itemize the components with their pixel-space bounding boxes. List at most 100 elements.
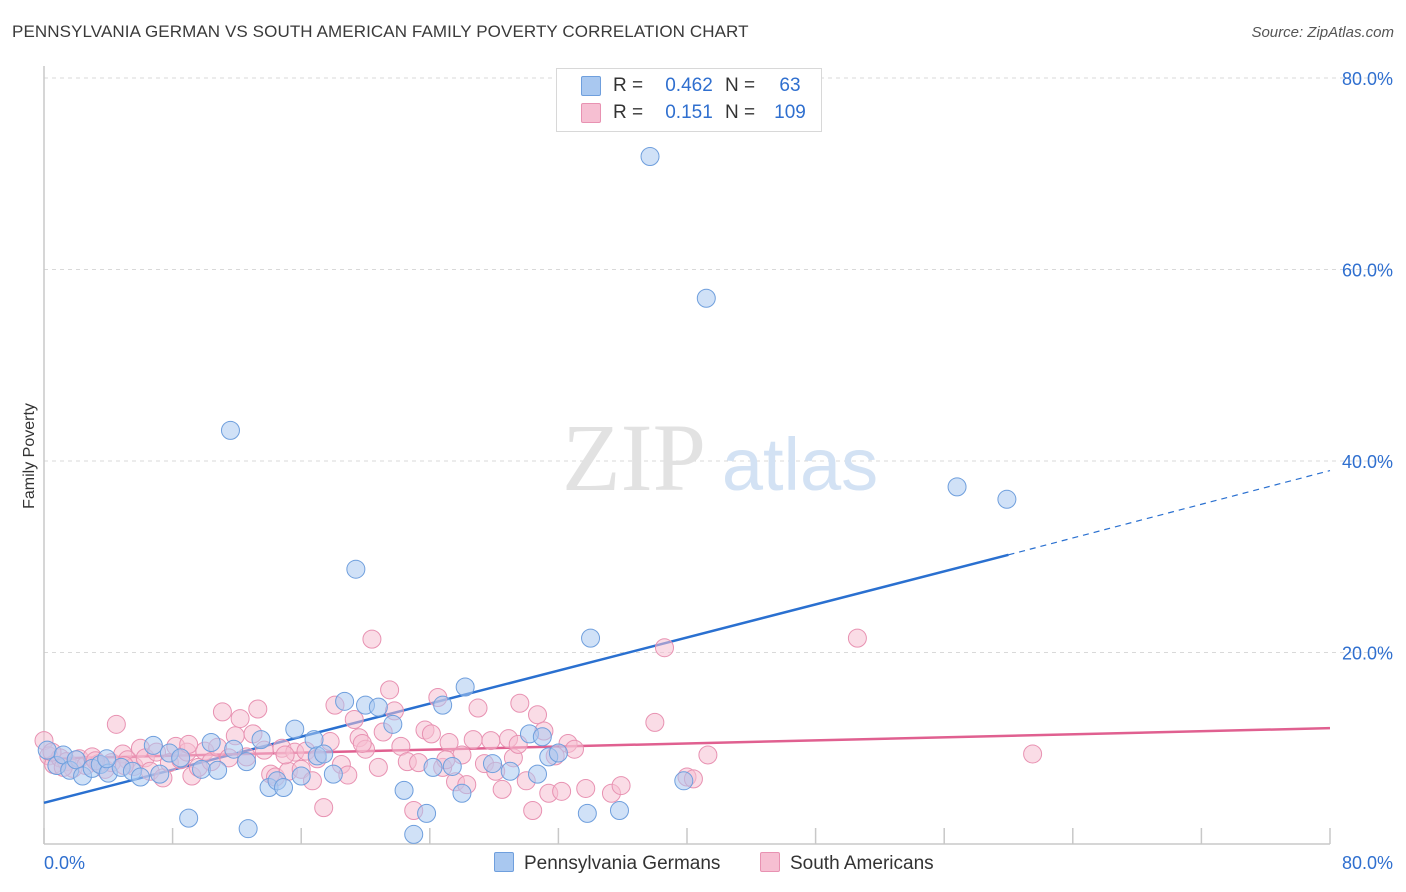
legend-n-value: 109 bbox=[774, 102, 806, 123]
y-tick-label: 60.0% bbox=[1342, 261, 1393, 281]
data-point bbox=[645, 712, 665, 732]
data-point bbox=[532, 727, 552, 747]
legend-r-value: 0.151 bbox=[665, 102, 713, 123]
data-point bbox=[847, 628, 867, 648]
legend-r-label: R = bbox=[613, 102, 644, 123]
data-point bbox=[171, 748, 191, 768]
legend-swatch-pink bbox=[581, 103, 601, 123]
data-point bbox=[1023, 744, 1043, 764]
data-point bbox=[528, 705, 548, 725]
series-swatch-pink bbox=[760, 852, 780, 872]
data-point bbox=[238, 819, 258, 839]
y-tick-label: 40.0% bbox=[1342, 452, 1393, 472]
data-point bbox=[179, 808, 199, 828]
tick-labels: 20.0% 40.0% 60.0% 80.0% 0.0% 80.0% bbox=[44, 69, 1393, 873]
data-point bbox=[654, 638, 674, 658]
data-point bbox=[548, 743, 568, 763]
data-point bbox=[611, 776, 631, 796]
series-label: South Americans bbox=[790, 853, 934, 874]
x-tick-label: 80.0% bbox=[1342, 853, 1393, 873]
data-point bbox=[696, 288, 716, 308]
data-point bbox=[291, 766, 311, 786]
data-point bbox=[463, 730, 483, 750]
data-point bbox=[362, 629, 382, 649]
data-point bbox=[66, 750, 86, 770]
data-point bbox=[212, 702, 232, 722]
data-point bbox=[106, 714, 126, 734]
data-point bbox=[383, 714, 403, 734]
data-point bbox=[442, 756, 462, 776]
data-point bbox=[468, 698, 488, 718]
data-point bbox=[492, 779, 512, 799]
series-legend-south-americans: South Americans bbox=[760, 852, 934, 876]
correlation-legend: R = 0.462 N = 63 R = 0.151 N = 109 bbox=[556, 68, 822, 132]
data-point bbox=[201, 733, 221, 753]
data-point bbox=[380, 680, 400, 700]
data-point bbox=[947, 477, 967, 497]
data-point bbox=[552, 781, 572, 801]
x-tick-label: 0.0% bbox=[44, 853, 85, 873]
data-point bbox=[323, 764, 343, 784]
watermark: ZIP atlas bbox=[562, 404, 878, 511]
legend-swatch-blue bbox=[581, 76, 601, 96]
data-point bbox=[577, 803, 597, 823]
data-point bbox=[997, 489, 1017, 509]
data-point bbox=[224, 739, 244, 759]
legend-n-label: N = bbox=[725, 102, 756, 123]
data-point bbox=[248, 699, 268, 719]
data-point bbox=[404, 824, 424, 844]
legend-r-label: R = bbox=[613, 75, 644, 96]
trend-line bbox=[43, 553, 1009, 805]
data-point bbox=[698, 745, 718, 765]
data-point bbox=[510, 693, 530, 713]
data-point bbox=[130, 767, 150, 787]
data-point bbox=[37, 740, 57, 760]
y-tick-label: 20.0% bbox=[1342, 644, 1393, 664]
data-point bbox=[344, 710, 364, 730]
data-point bbox=[251, 730, 271, 750]
watermark-zip: ZIP bbox=[562, 404, 706, 511]
data-point bbox=[564, 739, 584, 759]
trend-line-extension bbox=[1008, 469, 1331, 556]
data-point bbox=[523, 800, 543, 820]
legend-r-value: 0.462 bbox=[665, 75, 713, 96]
data-point bbox=[452, 783, 472, 803]
data-point bbox=[335, 691, 355, 711]
data-point bbox=[481, 731, 501, 751]
data-point bbox=[314, 744, 334, 764]
data-point bbox=[208, 760, 228, 780]
data-point bbox=[417, 803, 437, 823]
watermark-atlas: atlas bbox=[722, 423, 878, 506]
data-point bbox=[528, 764, 548, 784]
data-point bbox=[285, 719, 305, 739]
data-point bbox=[352, 733, 372, 753]
data-point bbox=[423, 757, 443, 777]
data-point bbox=[275, 745, 295, 765]
chart-title: PENNSYLVANIA GERMAN VS SOUTH AMERICAN FA… bbox=[12, 22, 749, 41]
data-point bbox=[192, 759, 212, 779]
data-point bbox=[421, 724, 441, 744]
series-swatch-blue bbox=[494, 852, 514, 872]
data-point bbox=[230, 709, 250, 729]
axes bbox=[43, 66, 1331, 845]
data-point bbox=[346, 559, 366, 579]
data-point bbox=[220, 420, 240, 440]
y-tick-label: 80.0% bbox=[1342, 69, 1393, 89]
data-point bbox=[640, 147, 660, 167]
data-point bbox=[674, 771, 694, 791]
gridlines bbox=[44, 77, 1392, 653]
data-point bbox=[482, 754, 502, 774]
series-legend-pennsylvania-germans: Pennsylvania Germans bbox=[494, 852, 720, 876]
data-points bbox=[34, 147, 1043, 844]
data-point bbox=[576, 778, 596, 798]
data-point bbox=[143, 735, 163, 755]
legend-n-value: 63 bbox=[779, 75, 801, 96]
data-point bbox=[97, 749, 117, 769]
data-point bbox=[581, 628, 601, 648]
series-label: Pennsylvania Germans bbox=[524, 853, 721, 874]
data-point bbox=[150, 764, 170, 784]
data-point bbox=[274, 778, 294, 798]
data-point bbox=[368, 757, 388, 777]
data-point bbox=[368, 697, 388, 717]
